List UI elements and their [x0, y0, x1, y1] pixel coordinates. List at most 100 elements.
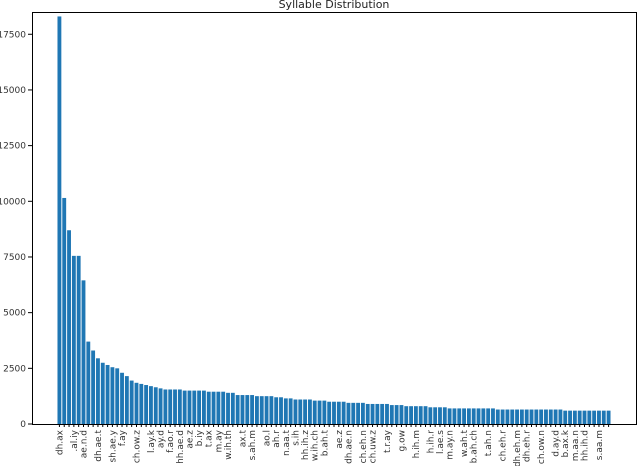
bar: [76, 255, 81, 424]
bar: [601, 410, 606, 424]
x-tick-label: n.aa.t: [282, 430, 292, 456]
bar: [481, 408, 486, 424]
bar: [548, 409, 553, 424]
bar: [404, 406, 409, 424]
x-tick-label: l.ay.k: [147, 429, 157, 453]
bar: [240, 395, 245, 424]
x-tick-label: g.ow: [397, 430, 407, 451]
plot-frame: [32, 12, 637, 425]
x-tick-label: h.ih.m: [412, 430, 422, 458]
x-tick-label: dh.ae.t: [94, 430, 104, 462]
y-axis: 0 2500 5000 7500 10000 12500 15000 17500: [0, 30, 32, 430]
bar: [259, 396, 264, 424]
bar: [129, 380, 134, 424]
x-tick-label: b.iy: [195, 429, 205, 446]
bar: [336, 401, 341, 424]
bar: [399, 405, 404, 424]
bar: [495, 409, 500, 424]
x-tick-label: m.ay.n: [446, 430, 456, 460]
bar: [341, 401, 346, 424]
x-tick-label: ae.z: [335, 430, 345, 449]
bar: [433, 407, 438, 424]
x-tick-label: b.ah.ch: [470, 430, 480, 463]
bar: [105, 364, 110, 424]
x-tick-label: b.ah.t: [320, 430, 330, 457]
bar: [110, 367, 115, 424]
y-tick-label: 7500: [3, 253, 26, 263]
bar: [332, 401, 336, 424]
bar: [539, 409, 544, 424]
bar: [298, 399, 303, 424]
x-tick-label: l.ae.s: [436, 430, 446, 454]
x-tick-label: m.aa.n: [571, 430, 581, 461]
x-tick-label: ay.d: [157, 430, 167, 448]
x-tick-label: s.aa.m: [595, 430, 605, 460]
bar: [173, 389, 177, 424]
x-tick-label: ch.ow.n: [537, 430, 547, 464]
bar: [100, 362, 105, 424]
bar: [428, 407, 433, 424]
bar: [418, 406, 423, 424]
x-tick-label: h.ih.r: [426, 430, 436, 454]
x-tick-label: b.ax.k: [561, 429, 571, 457]
bar: [221, 391, 226, 424]
x-tick-label: f.ay: [118, 429, 128, 446]
bar: [486, 408, 491, 424]
bar: [597, 410, 601, 424]
y-tick-label: 12500: [0, 142, 26, 152]
bar: [491, 408, 495, 424]
x-axis: dh.ax .al.iy ae.n.d dh.ae.t sh.ae.y f.ay ch.ow…: [55, 424, 610, 466]
bar: [534, 409, 539, 424]
bar: [466, 408, 471, 424]
bar: [202, 390, 206, 424]
x-tick-label: w.ah.t: [460, 430, 470, 457]
bar: [264, 396, 269, 424]
bar: [577, 410, 582, 424]
bar: [544, 409, 548, 424]
bar: [245, 395, 250, 424]
chart-title: Syllable Distribution: [279, 0, 390, 11]
bar: [168, 389, 173, 424]
bar: [187, 390, 192, 424]
bar: [563, 410, 568, 424]
bar: [322, 400, 327, 424]
bar: [139, 383, 144, 424]
x-tick-label: t.ax: [205, 429, 215, 447]
bar: [394, 405, 399, 424]
bar: [558, 409, 563, 424]
bar: [192, 390, 197, 424]
bar: [438, 407, 442, 424]
bar: [91, 350, 96, 424]
y-tick-label: 0: [20, 420, 26, 430]
bar: [144, 385, 149, 424]
bar: [389, 405, 394, 424]
bar: [360, 402, 365, 424]
bar: [307, 399, 312, 424]
bar: [413, 406, 418, 424]
x-tick-label: d.ay.d: [552, 430, 562, 457]
bar: [163, 389, 168, 424]
bar: [62, 197, 67, 424]
bar: [409, 406, 414, 424]
x-tick-label: dh.ax: [55, 429, 65, 455]
bar: [442, 407, 447, 424]
y-tick-label: 5000: [3, 309, 26, 319]
bar: [317, 400, 322, 424]
x-tick-label: dh.ae.n: [344, 430, 354, 464]
bar: [216, 391, 221, 424]
x-tick-label: f.ao.r: [166, 430, 176, 453]
y-tick-label: 10000: [0, 197, 26, 207]
bar: [592, 410, 597, 424]
bar: [380, 403, 385, 424]
bar: [226, 392, 230, 424]
bar: [505, 409, 510, 424]
x-tick-label: s.ah.m: [248, 430, 258, 460]
bar: [71, 255, 76, 424]
bar: [524, 409, 529, 424]
x-tick-label: ch.ow.z: [132, 430, 142, 463]
bar: [312, 400, 317, 424]
x-tick-label: sh.ae.y: [108, 429, 118, 462]
bar: [293, 399, 298, 424]
bar: [124, 376, 129, 424]
x-tick-label: ae.n.d: [79, 430, 89, 458]
